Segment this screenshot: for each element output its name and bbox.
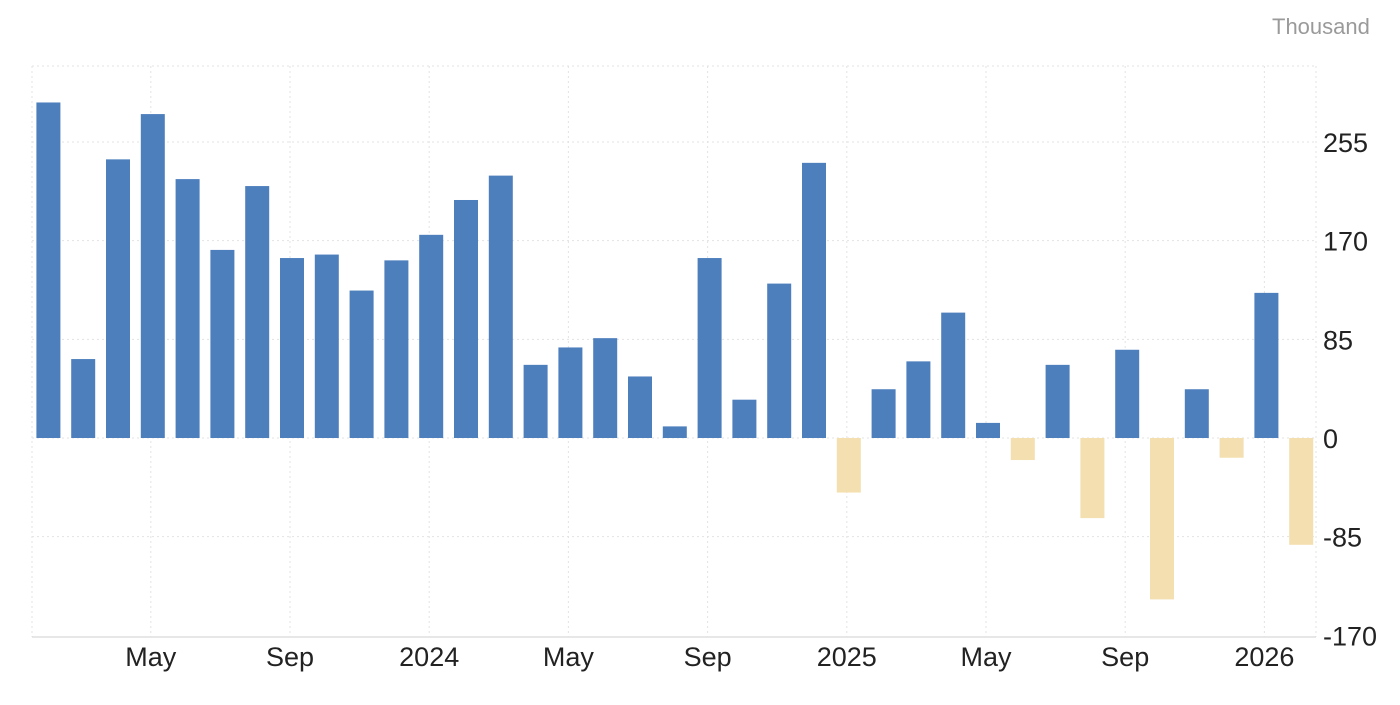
bar (175, 179, 200, 439)
bar (1080, 438, 1105, 519)
bar (488, 175, 513, 438)
bar (1150, 438, 1174, 600)
bar (210, 249, 235, 438)
y-tick-label: 255 (1323, 128, 1368, 158)
y-tick-label: 170 (1323, 227, 1368, 257)
y-tick-label: -85 (1323, 523, 1362, 553)
bar (593, 338, 618, 438)
bar (662, 426, 687, 438)
bar (1289, 438, 1314, 545)
axis-layer: 255 170 85 0 -85 -170 May Sep 2024 May Sep 2025 May S… (125, 128, 1377, 672)
bar (523, 364, 548, 438)
bar (1115, 349, 1140, 438)
bar (697, 258, 722, 438)
y-tick-label: 0 (1323, 424, 1338, 454)
x-tick-label: Sep (1101, 642, 1149, 672)
bar (802, 162, 826, 438)
bar (767, 283, 792, 438)
y-tick-label: 85 (1323, 325, 1353, 355)
bar (558, 347, 583, 438)
bar (976, 422, 1000, 438)
bar (384, 260, 409, 438)
bar (1254, 292, 1279, 438)
bar (245, 186, 270, 438)
bar (1219, 438, 1244, 458)
bars-layer (36, 102, 1314, 600)
bar (871, 389, 896, 438)
x-tick-label: May (960, 642, 1012, 672)
bar (628, 376, 652, 438)
bar (836, 438, 861, 493)
bar (36, 102, 61, 438)
x-tick-label: 2025 (817, 642, 877, 672)
x-tick-label: 2026 (1234, 642, 1294, 672)
x-tick-label: May (543, 642, 595, 672)
bar (140, 114, 165, 439)
y-tick-label: -170 (1323, 621, 1377, 651)
bar (419, 234, 444, 438)
bar (349, 290, 374, 438)
x-tick-label: 2024 (399, 642, 459, 672)
x-tick-label: Sep (266, 642, 314, 672)
x-tick-label: May (125, 642, 177, 672)
bar (732, 399, 757, 438)
bar (1010, 438, 1035, 461)
x-tick-label: Sep (684, 642, 732, 672)
bar (71, 359, 96, 438)
bar (314, 254, 339, 438)
bar (106, 159, 130, 439)
bar (280, 258, 304, 438)
bar (454, 199, 478, 438)
unit-label: Thousand (1272, 14, 1370, 39)
bar (1045, 364, 1070, 438)
bar (1184, 389, 1209, 438)
bar (906, 361, 931, 438)
bar (941, 312, 966, 438)
